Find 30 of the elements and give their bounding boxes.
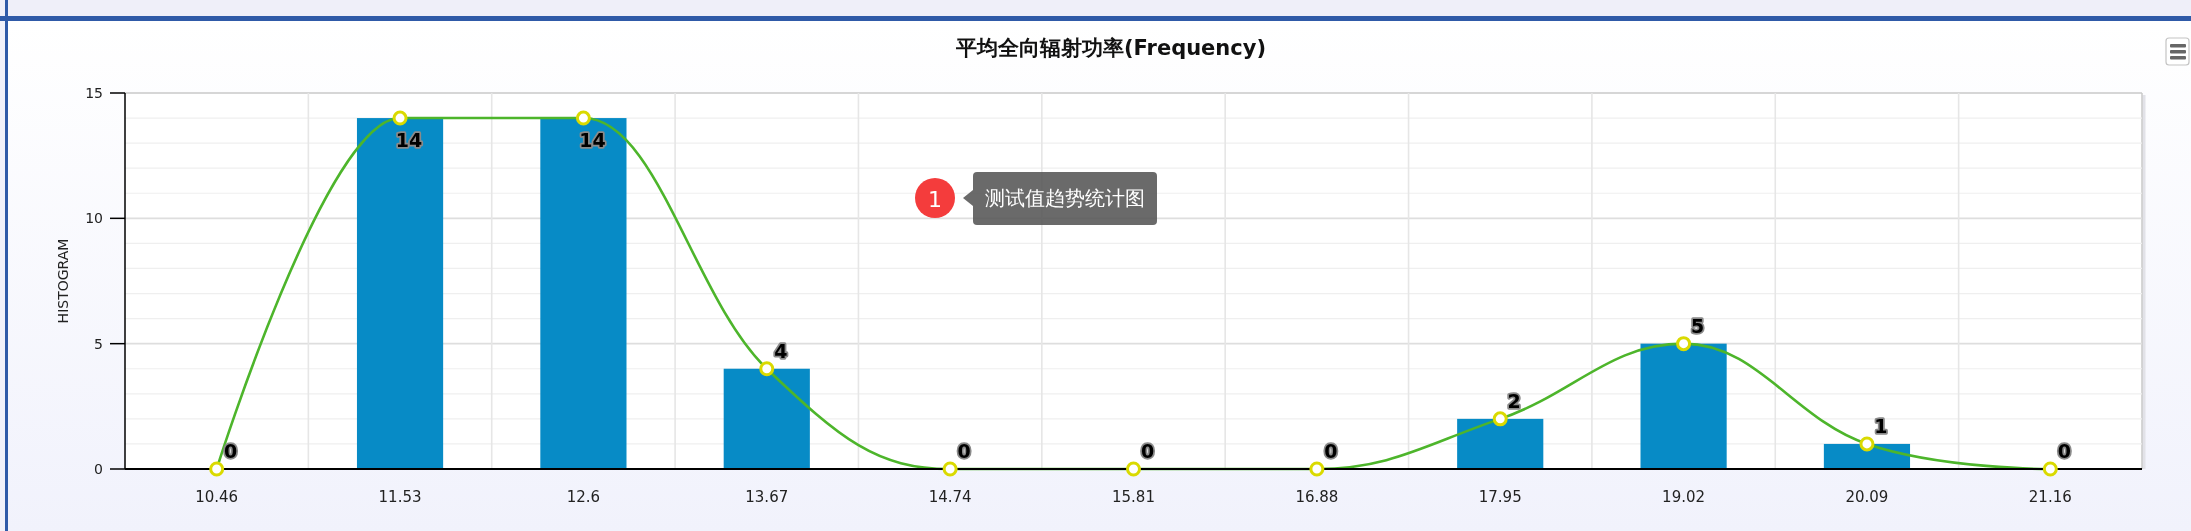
data-label: 0 <box>957 440 971 462</box>
data-label: 0 <box>1140 440 1155 462</box>
data-label: 0 <box>224 440 238 462</box>
x-tick-label: 17.95 <box>1478 488 1522 506</box>
x-tick-label: 16.88 <box>1295 488 1339 506</box>
y-tick-label: 0 <box>94 461 103 477</box>
data-label: 1 <box>1874 414 1888 437</box>
data-label: 4 <box>774 339 788 362</box>
annotation: 1 <box>928 186 942 212</box>
x-tick-label: 15.81 <box>1112 488 1155 506</box>
y-axis-title: HISTOGRAM <box>55 238 71 324</box>
x-tick-label: 14.74 <box>928 488 972 506</box>
x-tick-label: 12.6 <box>566 488 601 506</box>
x-tick-label: 13.67 <box>745 488 789 506</box>
chart-title: 平均全向辐射功率(Frequency) <box>954 36 1267 60</box>
y-tick-label: 5 <box>94 335 103 352</box>
x-tick-label: 21.16 <box>2028 488 2072 506</box>
y-tick-label: 10 <box>85 210 103 227</box>
x-tick-label: 11.53 <box>378 488 422 506</box>
annotation: 测试值趋势统计图 <box>985 186 1145 210</box>
data-label: 14 <box>395 129 423 152</box>
y-tick-label: 15 <box>85 85 103 101</box>
data-label: 2 <box>1507 389 1521 412</box>
x-tick-label: 20.09 <box>1845 488 1889 506</box>
data-label: 14 <box>579 129 606 152</box>
data-label: 0 <box>2057 440 2071 462</box>
x-tick-label: 10.46 <box>195 488 239 506</box>
data-label: 0 <box>1324 440 1338 462</box>
data-label: 5 <box>1690 314 1705 337</box>
x-tick-label: 19.02 <box>1662 488 1706 506</box>
